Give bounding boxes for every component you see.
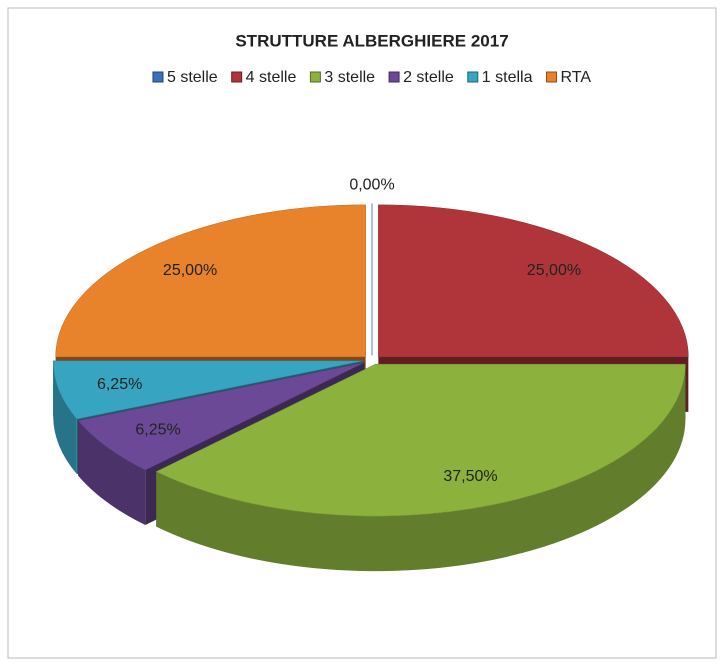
data-labels: 0,00% 25,00% 37,50% 6,25% 6,25% 25,00% [97,176,581,484]
legend-label: RTA [560,69,591,86]
chart-title: STRUTTURE ALBERGHIERE 2017 [235,31,508,50]
slice [378,204,689,358]
data-label: 25,00% [163,262,217,279]
legend-label: 2 stelle [403,69,454,86]
legend-label: 5 stelle [167,69,218,86]
legend: 5 stelle 4 stelle 3 stelle 2 stelle 1 stella… [152,69,591,86]
data-label: 0,00% [349,176,394,193]
legend-label: 1 stella [482,69,533,86]
slice [55,204,366,358]
slice [52,360,364,420]
slice-front [78,420,146,525]
slice-front [53,360,77,475]
data-label: 6,25% [135,421,180,438]
legend-swatch [388,71,400,83]
legend-swatch [309,71,321,83]
slice [77,362,365,471]
data-label: 37,50% [443,468,497,485]
pie-tops [52,203,689,517]
legend-swatch [231,71,243,83]
data-label: 6,25% [97,376,142,393]
slice-front [156,364,686,572]
legend-label: 4 stelle [246,69,297,86]
legend-swatch [467,71,479,83]
legend-label: 3 stelle [324,69,375,86]
slice [155,363,686,517]
legend-swatch [545,71,557,83]
legend-swatch [152,71,164,83]
data-label: 25,00% [527,262,581,279]
